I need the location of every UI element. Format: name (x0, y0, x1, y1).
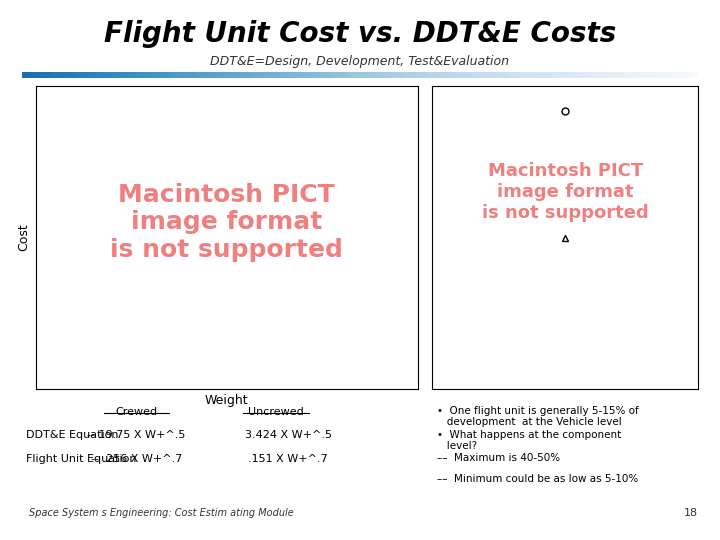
Text: Macintosh PICT
image format
is not supported: Macintosh PICT image format is not suppo… (482, 163, 649, 222)
Text: Crewed: Crewed (115, 407, 158, 417)
Text: 3.424 X W+^.5: 3.424 X W+^.5 (245, 430, 332, 440)
Text: Uncrewed: Uncrewed (248, 407, 304, 417)
Text: .151 X W+^.7: .151 X W+^.7 (248, 454, 328, 464)
Text: Flight Unit Cost vs. DDT&E Costs: Flight Unit Cost vs. DDT&E Costs (104, 19, 616, 48)
Text: -- .256 X W+^.7: -- .256 X W+^.7 (91, 454, 182, 464)
Text: •  One flight unit is generally 5-15% of
   development  at the Vehicle level: • One flight unit is generally 5-15% of … (438, 406, 639, 427)
Text: •  What happens at the component
   level?: • What happens at the component level? (438, 430, 622, 451)
Text: ––  Maximum is 40-50%: –– Maximum is 40-50% (438, 453, 561, 463)
Text: DDT&E Equation: DDT&E Equation (26, 430, 118, 440)
Y-axis label: Cost: Cost (17, 224, 30, 252)
X-axis label: Weight: Weight (205, 394, 248, 407)
Text: Space System s Engineering: Cost Estim ating Module: Space System s Engineering: Cost Estim a… (29, 508, 294, 518)
Text: DDT&E=Design, Development, Test&Evaluation: DDT&E=Design, Development, Test&Evaluati… (210, 55, 510, 68)
Text: -- 19.75 X W+^.5: -- 19.75 X W+^.5 (87, 430, 186, 440)
Text: ––  Minimum could be as low as 5-10%: –– Minimum could be as low as 5-10% (438, 474, 639, 484)
Text: Flight Unit Equation: Flight Unit Equation (26, 454, 136, 464)
Text: Macintosh PICT
image format
is not supported: Macintosh PICT image format is not suppo… (110, 183, 343, 262)
Text: 18: 18 (684, 508, 698, 518)
